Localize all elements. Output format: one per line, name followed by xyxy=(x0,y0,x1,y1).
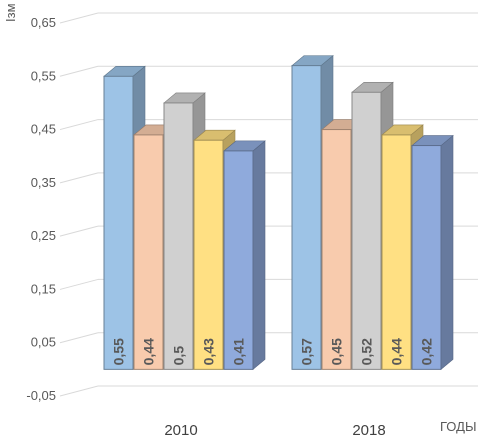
bar-front xyxy=(103,75,134,370)
bar-front xyxy=(291,65,322,370)
data-label: 0,44 xyxy=(389,338,405,365)
y-tick-label: 0,05 xyxy=(31,335,56,350)
data-label: 0,5 xyxy=(171,346,187,366)
bar-side xyxy=(252,140,266,370)
data-label: 0,43 xyxy=(201,338,217,365)
data-label: 0,41 xyxy=(231,338,247,365)
y-axis-label: Iзм xyxy=(3,3,18,22)
bar-front xyxy=(133,134,164,370)
gridline-diagonal xyxy=(59,172,99,184)
bar: 0,41 xyxy=(223,140,266,370)
y-tick-label: 0,55 xyxy=(31,68,56,83)
data-label: 0,55 xyxy=(111,338,127,365)
y-tick-label: 0,45 xyxy=(31,122,56,137)
x-axis-label: ГОДЫ xyxy=(440,419,476,434)
data-label: 0,52 xyxy=(359,338,375,365)
gridline-diagonal xyxy=(59,385,99,397)
gridline-diagonal xyxy=(59,332,99,344)
y-tick-label: -0,05 xyxy=(26,388,56,403)
bar-front xyxy=(411,145,442,370)
bar-front xyxy=(381,134,412,370)
y-tick-label: 0,65 xyxy=(31,15,56,30)
bars: 0,55 0,44 0,5 0,43 0,41 0,57 0,45 0,52 0,44 0,42 xyxy=(103,54,454,370)
bar-front xyxy=(351,91,382,370)
data-label: 0,42 xyxy=(419,338,435,365)
bar-side xyxy=(440,134,454,370)
data-label: 0,45 xyxy=(329,338,345,365)
y-tick-label: 0,15 xyxy=(31,281,56,296)
bar-front xyxy=(321,129,352,370)
y-tick-label: 0,35 xyxy=(31,175,56,190)
gridline-diagonal xyxy=(59,12,99,24)
gridline-diagonal xyxy=(59,225,99,237)
gridline-diagonal xyxy=(59,119,99,131)
category-label: 2018 xyxy=(352,422,385,436)
y-tick-label: 0,25 xyxy=(31,228,56,243)
bar-front xyxy=(163,102,194,370)
bar: 0,42 xyxy=(411,134,454,370)
y-tick-labels: -0,05 0,05 0,15 0,25 0,35 0,45 0,55 0,65 xyxy=(26,15,56,403)
category-label: 2010 xyxy=(164,422,197,436)
data-label: 0,57 xyxy=(299,338,315,365)
gridline-diagonal xyxy=(59,278,99,290)
bar-front xyxy=(223,150,254,370)
category-labels: 2010 2018 xyxy=(164,422,385,436)
bar-front xyxy=(193,139,224,370)
gridline-diagonal xyxy=(59,65,99,77)
data-label: 0,44 xyxy=(141,338,157,365)
